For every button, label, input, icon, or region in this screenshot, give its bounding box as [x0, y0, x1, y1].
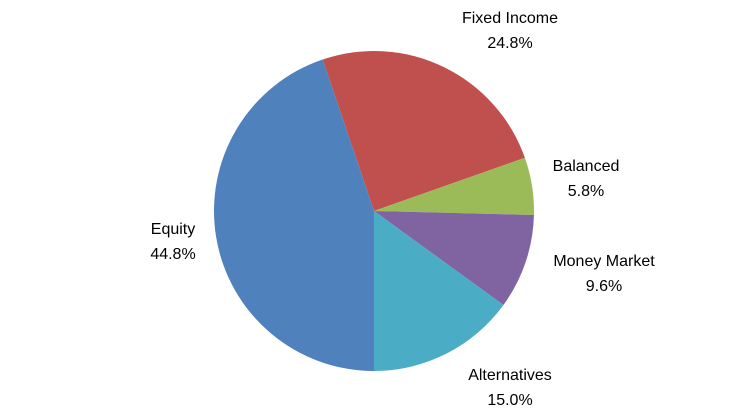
category-label: Alternatives: [468, 367, 552, 384]
pie-slice: [374, 157, 534, 216]
pie-slice: [322, 51, 525, 211]
value-label: 5.8%: [568, 183, 604, 200]
pie-slice: [374, 211, 504, 371]
category-label: Balanced: [553, 158, 620, 175]
pie-slice: [213, 59, 374, 372]
value-label: 24.8%: [487, 35, 532, 52]
value-label: 9.6%: [586, 278, 622, 295]
value-label: 15.0%: [487, 392, 532, 409]
pie-slice: [374, 211, 534, 306]
value-label: 44.8%: [150, 246, 195, 263]
category-label: Money Market: [553, 253, 655, 270]
category-label: Fixed Income: [462, 10, 558, 27]
category-label: Equity: [151, 221, 195, 238]
